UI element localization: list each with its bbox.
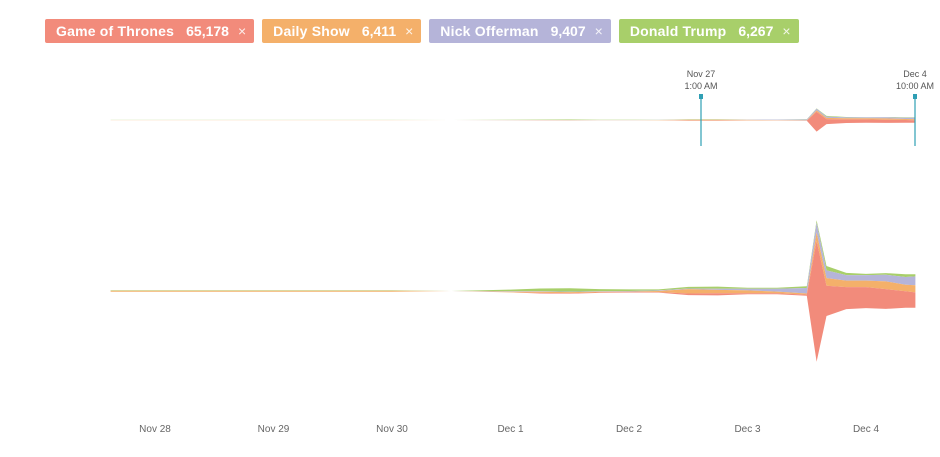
legend-tag-count: 9,407 (550, 23, 586, 39)
x-axis: Nov 28 Nov 29 Nov 30 Dec 1 Dec 2 Dec 3 Dec 4 (139, 424, 879, 435)
legend-tag-name: Nick Offerman (440, 23, 539, 39)
x-tick-label: Dec 2 (616, 424, 643, 435)
x-tick-label: Nov 30 (376, 424, 408, 435)
range-marker[interactable]: Dec 4 10:00 AM (896, 69, 934, 146)
legend-tag-count: 65,178 (186, 23, 229, 39)
overview-area-nick-offerman[interactable] (110, 108, 916, 121)
remove-icon[interactable]: × (237, 23, 247, 39)
range-marker[interactable]: Nov 27 1:00 AM (684, 69, 718, 146)
marker-date: Dec 4 (903, 69, 927, 79)
marker-date: Nov 27 (687, 69, 716, 79)
legend-tag-daily-show[interactable]: Daily Show 6,411 × (262, 19, 422, 43)
marker-time: 1:00 AM (684, 81, 717, 91)
remove-icon[interactable]: × (782, 23, 791, 39)
main-area-nick-offerman[interactable] (110, 222, 916, 294)
legend-tag-count: 6,267 (738, 23, 774, 39)
main-stream (110, 220, 916, 362)
overview-area-daily-show[interactable] (110, 110, 916, 121)
x-tick-label: Dec 3 (734, 424, 761, 435)
legend-tag-name: Game of Thrones (56, 23, 175, 39)
x-tick-label: Dec 4 (853, 424, 880, 435)
main-area-donald-trump[interactable] (110, 220, 916, 292)
marker-handle[interactable] (699, 94, 703, 99)
x-tick-label: Nov 28 (139, 424, 171, 435)
main-area-daily-show[interactable] (110, 232, 916, 295)
remove-icon[interactable]: × (405, 23, 414, 39)
marker-handle[interactable] (913, 94, 917, 99)
overview-area-game-of-thrones[interactable] (110, 111, 916, 132)
legend-tag-name: Daily Show (273, 23, 350, 39)
legend-tag-nick-offerman[interactable]: Nick Offerman 9,407 × (429, 19, 611, 43)
legend-tag-game-of-thrones[interactable]: Game of Thrones 65,178 × (45, 19, 255, 43)
overview-area-donald-trump[interactable] (110, 108, 916, 121)
overview-strip (110, 108, 916, 132)
marker-time: 10:00 AM (896, 81, 934, 91)
legend-tag-name: Donald Trump (629, 23, 727, 39)
topic-legend: Game of Thrones 65,178 × Daily Show 6,411 × Ni… (45, 19, 799, 43)
x-tick-label: Dec 1 (497, 424, 524, 435)
range-markers: Nov 27 1:00 AM Dec 4 10:00 AM (684, 69, 934, 146)
x-tick-label: Nov 29 (258, 424, 290, 435)
remove-icon[interactable]: × (594, 23, 603, 39)
legend-tag-donald-trump[interactable]: Donald Trump 6,267 × (618, 19, 799, 43)
main-area-game-of-thrones[interactable] (110, 240, 916, 362)
legend-tag-count: 6,411 (361, 23, 397, 39)
